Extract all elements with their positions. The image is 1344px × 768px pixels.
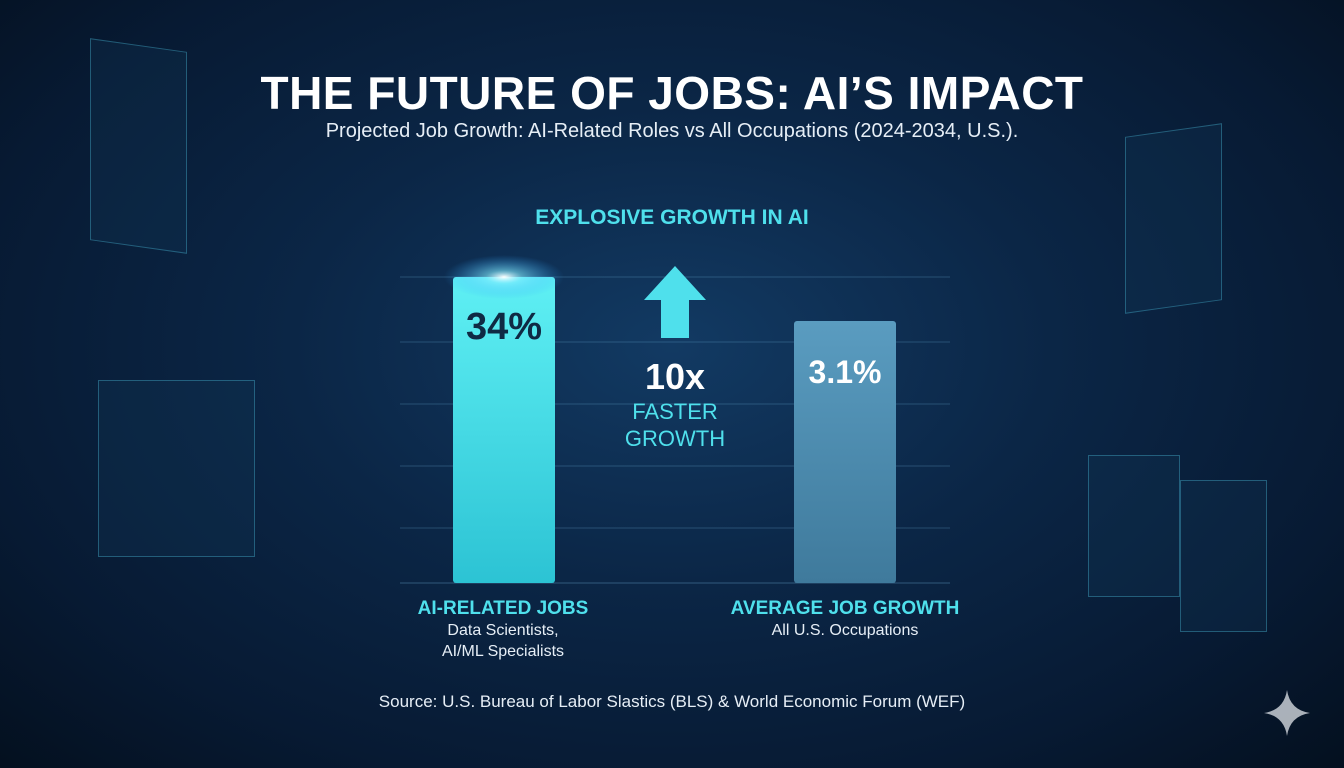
category-subtitle: All U.S. Occupations (771, 622, 919, 639)
category-label: AI-RELATED JOBS (417, 598, 589, 619)
multiplier-value: 10x (644, 356, 706, 397)
data-label: 3.1% (809, 354, 882, 390)
category-average: AVERAGE JOB GROWTH All U.S. Occupations (695, 598, 995, 641)
decorative-panel (98, 380, 255, 557)
chart-headline: EXPLOSIVE GROWTH IN AI (535, 206, 809, 229)
bar-1 (794, 320, 896, 583)
category-subtitle: AI/ML Specialists (441, 643, 565, 660)
category-label: AVERAGE JOB GROWTH (730, 598, 960, 619)
sparkle-icon (1264, 690, 1310, 736)
page-subtitle: Projected Job Growth: AI-Related Roles v… (325, 120, 1019, 142)
bar-glow (444, 255, 564, 299)
decorative-panel (1088, 455, 1180, 597)
page-title: THE FUTURE OF JOBS: AI’S IMPACT (260, 67, 1084, 119)
category-subtitle: Data Scientists, (447, 622, 559, 639)
comparison-callout: 10x FASTER GROWTH (560, 356, 790, 452)
data-label: 34% (466, 306, 542, 348)
category-ai: AI-RELATED JOBS Data Scientists, AI/ML S… (353, 598, 653, 662)
arrow-up-icon (644, 266, 706, 338)
decorative-panel (1180, 480, 1267, 632)
source-note: Source: U.S. Bureau of Labor Slastics (B… (378, 692, 966, 711)
multiplier-text-1: FASTER (632, 399, 718, 424)
bar-0 (453, 276, 555, 583)
multiplier-text-2: GROWTH (624, 426, 726, 451)
